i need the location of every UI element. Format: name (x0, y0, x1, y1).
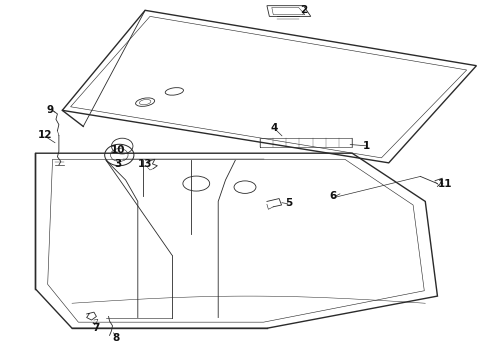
Text: 10: 10 (111, 145, 125, 155)
Text: 2: 2 (300, 5, 307, 15)
Text: 5: 5 (285, 198, 293, 208)
Text: 9: 9 (47, 105, 54, 115)
Text: 6: 6 (329, 191, 336, 201)
Text: 8: 8 (112, 333, 120, 343)
Text: 11: 11 (438, 179, 452, 189)
Text: 13: 13 (138, 159, 152, 169)
Text: 4: 4 (270, 123, 278, 133)
Text: 12: 12 (38, 130, 52, 140)
Text: 3: 3 (115, 159, 122, 169)
Text: 1: 1 (363, 141, 370, 151)
Text: 7: 7 (93, 323, 100, 333)
